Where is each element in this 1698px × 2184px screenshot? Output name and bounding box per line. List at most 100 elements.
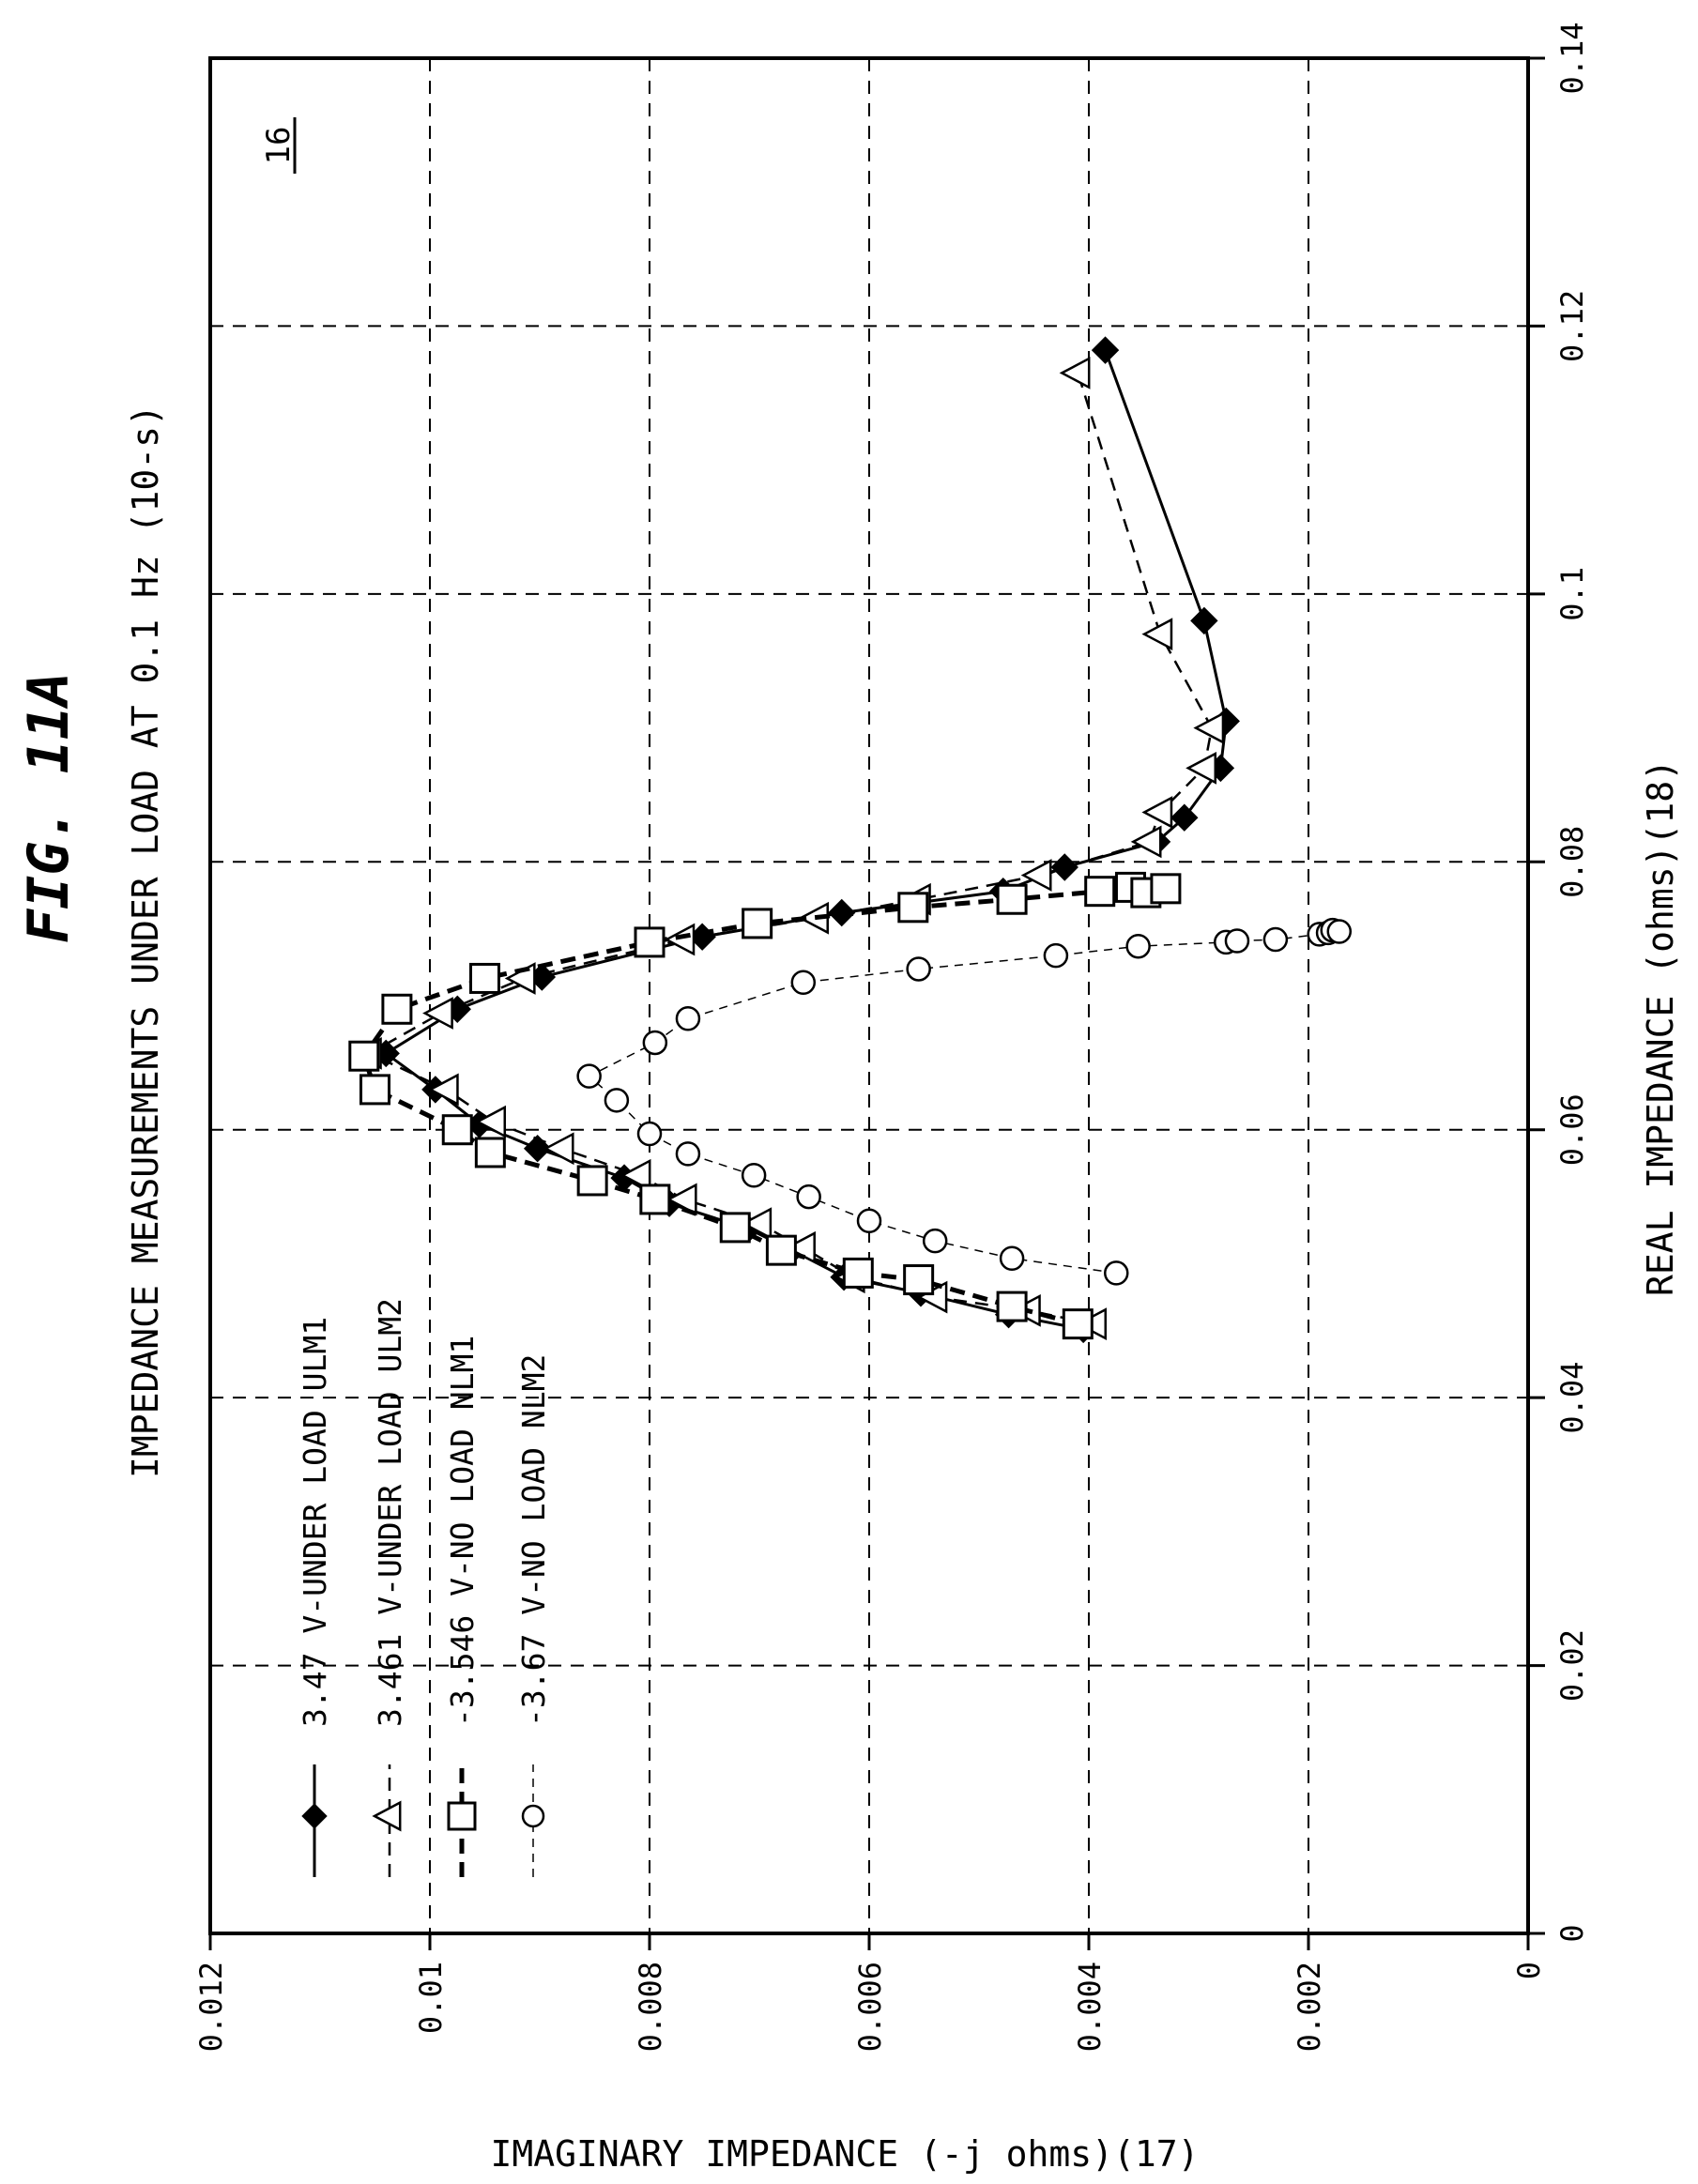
triangle-marker (1193, 711, 1225, 744)
y-tick-label: 0.012 (193, 1962, 229, 2052)
y-tick-label: 0.008 (633, 1962, 668, 2052)
circle-marker (856, 1208, 882, 1234)
triangle-marker (427, 1073, 459, 1107)
triangle-marker (372, 1800, 402, 1832)
legend-item-2: 3.461 V-UNDER LOAD ULM2 (372, 1298, 408, 1877)
y-axis-label: IMAGINARY IMPEDANCE (-j ohms)(17) (491, 2133, 1200, 2175)
square-marker (576, 1165, 608, 1197)
figure-title: FIG. 11A (16, 672, 82, 943)
y-tick-label: 0.004 (1072, 1962, 1108, 2052)
x-tick-label: 0 (1554, 1924, 1590, 1942)
circle-marker (576, 1063, 602, 1089)
legend-label: -3.67 V-NO LOAD NLM2 (515, 1354, 552, 1727)
x-tick-label: 0.06 (1554, 1093, 1590, 1166)
triangle-marker (620, 1158, 651, 1192)
circle-marker (642, 1030, 668, 1056)
legend-label: 3.47 V-UNDER LOAD ULM1 (297, 1317, 333, 1727)
y-tick-label: 0.01 (413, 1962, 449, 2034)
square-marker (348, 1040, 380, 1072)
circle-marker (906, 956, 931, 982)
y-axis-ticks: 0 0.002 0.004 0.006 0.008 0.01 0.012 (193, 1933, 1547, 2052)
circle-marker (1224, 928, 1250, 954)
diamond-marker (1190, 606, 1218, 635)
square-marker (765, 1234, 797, 1266)
triangle-marker (1020, 859, 1052, 892)
x-axis-ticks: 0 0.02 0.04 0.06 0.08 0.1 0.12 0.14 (1528, 22, 1590, 1943)
circle-marker (521, 1804, 545, 1828)
diamond-marker (1170, 803, 1199, 832)
square-marker (996, 1291, 1028, 1322)
triangle-marker (1059, 357, 1091, 389)
square-marker (469, 962, 500, 994)
series-line (366, 373, 1214, 1325)
series-line (361, 884, 1167, 1327)
square-marker (359, 1074, 390, 1106)
circle-marker (790, 970, 817, 995)
circle-marker (675, 1141, 701, 1167)
square-marker (639, 1184, 671, 1215)
square-marker (719, 1212, 751, 1244)
series-3 (348, 871, 1182, 1340)
triangle-marker (422, 997, 453, 1030)
legend-item-1: 3.47 V-UNDER LOAD ULM1 (297, 1317, 333, 1877)
square-marker (742, 908, 773, 939)
legend-label: -3.546 V-NO LOAD NLM1 (444, 1336, 481, 1727)
series-line (383, 349, 1228, 1331)
x-tick-label: 0.14 (1554, 22, 1590, 94)
y-tick-label: 0.006 (852, 1962, 888, 2052)
triangle-marker (741, 1207, 773, 1240)
figure-subtitle: IMPEDANCE MEASUREMENTS UNDER LOAD AT 0.1… (125, 405, 166, 1478)
y-tick-label: 0.002 (1292, 1962, 1327, 2052)
series-line (588, 929, 1339, 1275)
square-marker (1084, 876, 1116, 908)
circle-marker (1104, 1260, 1129, 1286)
square-marker (1150, 873, 1182, 905)
square-marker (634, 926, 665, 958)
square-marker (897, 892, 929, 924)
legend: 3.47 V-UNDER LOAD ULM1 3.461 V-UNDER LOAD… (297, 1298, 552, 1877)
square-marker (1062, 1308, 1094, 1340)
square-marker (474, 1137, 506, 1168)
triangle-marker (1141, 618, 1173, 651)
triangle-marker (1141, 796, 1173, 829)
y-tick-label: 0 (1511, 1962, 1547, 1979)
legend-item-3: -3.546 V-NO LOAD NLM1 (444, 1336, 481, 1877)
figure-ref-numeral: 16 (260, 127, 298, 165)
circle-marker (1326, 919, 1353, 944)
diamond-marker (1091, 336, 1120, 364)
circle-marker (741, 1162, 767, 1188)
circle-marker (796, 1184, 821, 1210)
triangle-marker (1186, 752, 1216, 785)
triangle-marker (475, 1105, 507, 1138)
triangle-marker (665, 1183, 697, 1216)
square-marker (842, 1257, 874, 1289)
circle-marker (604, 1088, 630, 1113)
circle-marker (1125, 933, 1151, 959)
x-axis-label: REAL IMPEDANCE (ohms)(18) (1640, 759, 1681, 1296)
circle-marker (1262, 926, 1289, 953)
data-series (348, 336, 1353, 1344)
square-marker (903, 1264, 935, 1296)
grid-lines (210, 58, 1528, 1933)
diamond-marker (1050, 853, 1078, 881)
circle-marker (675, 1006, 701, 1031)
x-tick-label: 0.08 (1554, 826, 1590, 898)
triangle-marker (664, 923, 696, 956)
series-2 (350, 357, 1225, 1341)
x-tick-label: 0.02 (1554, 1629, 1590, 1702)
legend-label: 3.461 V-UNDER LOAD ULM2 (372, 1298, 408, 1727)
triangle-marker (1130, 825, 1162, 859)
circle-marker (999, 1245, 1025, 1271)
diamond-marker (301, 1803, 328, 1829)
circle-marker (636, 1121, 663, 1147)
square-marker (381, 993, 413, 1025)
square-marker (441, 1114, 473, 1146)
triangle-marker (543, 1132, 574, 1166)
series-4 (576, 917, 1353, 1286)
square-marker (447, 1801, 477, 1831)
circle-marker (922, 1228, 948, 1254)
x-tick-label: 0.12 (1554, 290, 1590, 362)
x-tick-label: 0.1 (1554, 567, 1590, 621)
square-marker (996, 883, 1028, 915)
